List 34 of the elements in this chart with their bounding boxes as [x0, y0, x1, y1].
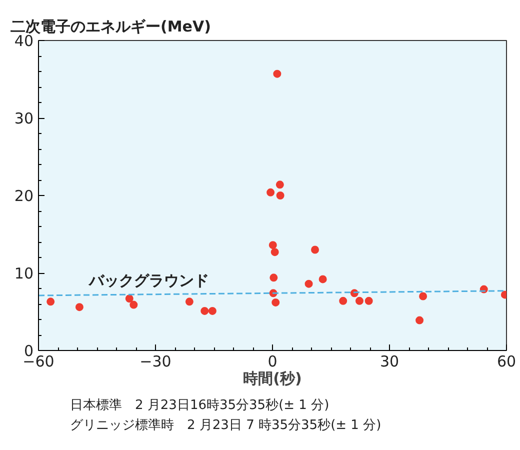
- x-axis-title: 時間(秒): [243, 370, 302, 388]
- point: [200, 306, 209, 315]
- point: [273, 70, 282, 78]
- point: [419, 292, 428, 300]
- y-tick-label: 30: [14, 110, 34, 128]
- point: [270, 274, 278, 282]
- point: [318, 275, 327, 284]
- point: [416, 316, 424, 324]
- text: グリニッジ標準時 2 月23日 7 時35分35秒(± 1 分): [70, 418, 382, 433]
- point: [276, 192, 284, 200]
- y-tick-label: 10: [14, 264, 34, 282]
- point: [270, 248, 279, 256]
- point: [339, 296, 348, 305]
- point: [75, 303, 84, 312]
- x-tick-label: 60: [496, 352, 516, 370]
- point: [304, 280, 313, 288]
- point: [185, 298, 194, 306]
- point: [276, 180, 284, 189]
- point: [364, 296, 373, 305]
- point: [268, 241, 277, 250]
- x-tick-label: −30: [140, 352, 172, 370]
- point: [130, 300, 138, 309]
- point: [125, 294, 134, 303]
- point: [272, 298, 280, 306]
- point: [208, 306, 216, 315]
- y-tick-label: 20: [14, 187, 34, 205]
- point: [46, 298, 55, 306]
- point: [355, 296, 364, 305]
- x-tick-label: 30: [380, 352, 400, 370]
- point: [266, 188, 275, 196]
- text: 日本標準 2 月23日16時35分35秒(± 1 分): [70, 398, 330, 413]
- x-tick-label: 0: [268, 352, 278, 370]
- point: [311, 246, 320, 254]
- series-label: バックグラウンド: [88, 271, 210, 290]
